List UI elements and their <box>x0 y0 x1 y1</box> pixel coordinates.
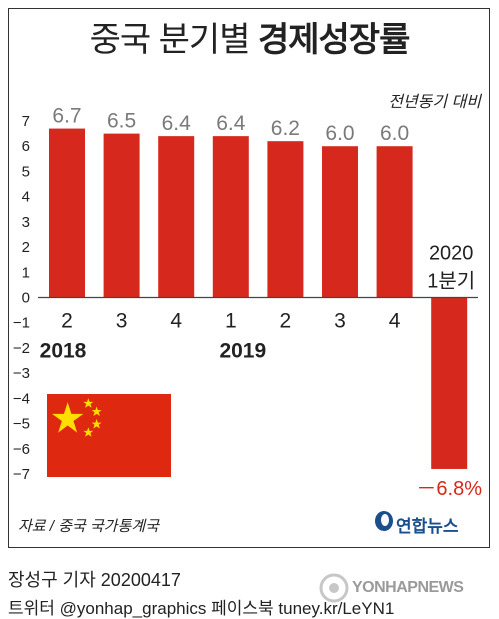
bar-value-label: 6.4 <box>216 112 246 135</box>
category-label: 1 <box>225 310 237 333</box>
bar <box>103 133 140 298</box>
bar <box>158 136 195 298</box>
y-tick-label: 7 <box>22 113 30 130</box>
bar-value-label: 6.0 <box>325 122 354 145</box>
category-label: 2 <box>280 310 292 333</box>
reporter-credit: 장성구 기자 20200417 <box>8 570 181 590</box>
y-tick-label: −5 <box>13 416 30 433</box>
y-tick-label: −6 <box>13 441 30 458</box>
year-label-2020: 2020 <box>429 243 474 265</box>
y-tick-label: −3 <box>13 365 30 382</box>
watermark-text: YONHAPNEWS <box>352 579 464 596</box>
category-label: 4 <box>170 310 182 333</box>
source-note: 자료 / 중국 국가통계국 <box>18 518 159 535</box>
bar-value-label: －6.8% <box>416 478 482 500</box>
y-tick-label: 4 <box>22 189 30 206</box>
year-label-2018: 2018 <box>40 340 87 363</box>
bar <box>267 141 304 298</box>
watermark-logo-icon <box>319 573 349 603</box>
comparison-note: 전년동기 대비 <box>388 94 481 111</box>
y-tick-label: 1 <box>22 264 30 281</box>
china-flag-icon <box>47 394 171 477</box>
title-regular: 중국 분기별 <box>89 21 251 59</box>
social-credit: 트위터 @yonhap_graphics 페이스북 tuney.kr/LeYN1 <box>8 599 395 618</box>
y-tick-label: −4 <box>13 390 30 407</box>
bar <box>322 146 358 298</box>
y-tick-label: 5 <box>22 163 30 180</box>
bar <box>212 136 249 298</box>
year-label-2019: 2019 <box>219 340 266 363</box>
bar-value-label: 6.7 <box>52 105 81 128</box>
category-label: 4 <box>389 310 401 333</box>
bar <box>431 297 468 469</box>
bar <box>376 146 413 298</box>
bar-value-label: 6.2 <box>271 117 300 140</box>
category-label: 3 <box>334 310 346 333</box>
bar-value-label: 6.4 <box>162 112 192 135</box>
y-tick-label: −7 <box>13 466 30 483</box>
brand-name: 연합뉴스 <box>396 517 459 536</box>
bar-value-label: 6.0 <box>380 122 409 145</box>
y-tick-label: 3 <box>22 214 30 231</box>
y-tick-label: 2 <box>22 239 30 256</box>
y-tick-label: −2 <box>13 340 30 357</box>
bar <box>49 128 85 298</box>
category-label: 1분기 <box>427 270 475 293</box>
yonhap-logo-icon <box>375 511 393 531</box>
category-label: 2 <box>61 310 73 333</box>
category-label: 3 <box>116 310 128 333</box>
y-tick-label: 6 <box>22 138 30 155</box>
chart-title: 중국 분기별 경제성장률 <box>0 12 499 61</box>
y-tick-label: −1 <box>13 315 30 332</box>
y-tick-label: 0 <box>22 290 30 307</box>
bar-value-label: 6.5 <box>107 110 136 133</box>
title-bold: 경제성장률 <box>257 21 410 59</box>
